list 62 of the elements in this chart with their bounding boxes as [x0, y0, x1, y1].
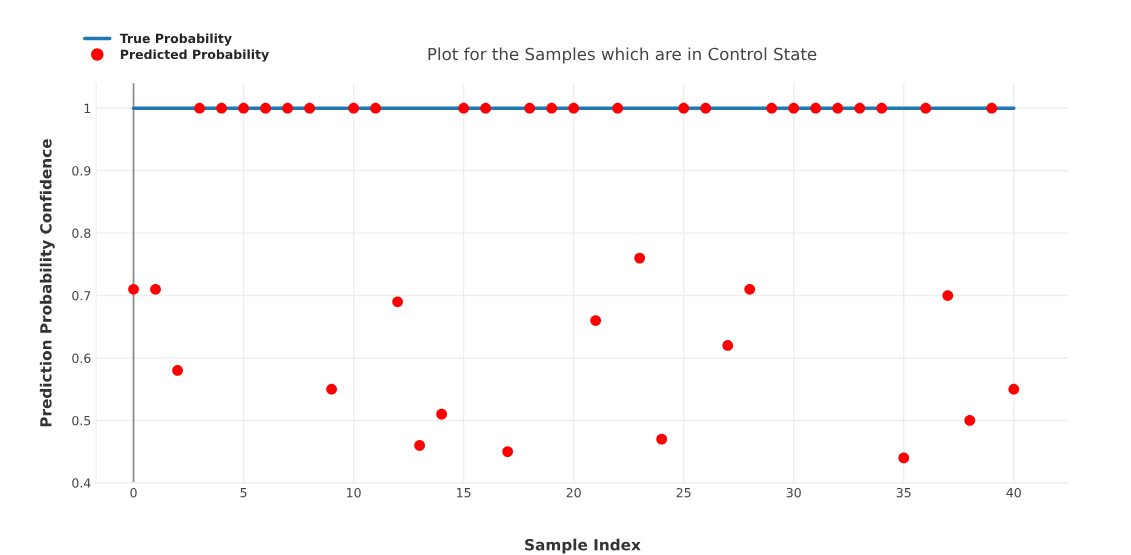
- point: [194, 102, 205, 114]
- legend-label: Predicted Probability: [120, 49, 269, 62]
- y-tick-label: 0.9: [72, 166, 91, 176]
- point: [700, 102, 712, 114]
- x-tick-label: 15: [457, 488, 471, 498]
- chart-title: Plot for the Samples which are in Control State: [428, 47, 817, 64]
- point: [568, 102, 580, 114]
- point: [348, 102, 359, 114]
- point: [920, 102, 932, 114]
- point: [898, 452, 910, 464]
- x-tick-label: 40: [1006, 487, 1021, 498]
- point: [832, 102, 844, 114]
- point: [854, 102, 866, 114]
- point: [480, 102, 492, 114]
- y-tick-label: 0.4: [72, 478, 91, 488]
- point: [128, 283, 139, 295]
- y-tick-label: 1: [84, 103, 91, 113]
- x-tick-label: 25: [676, 487, 691, 498]
- point: [876, 102, 888, 114]
- point: [986, 102, 998, 114]
- point: [260, 102, 271, 114]
- point: [766, 102, 778, 114]
- point: [216, 102, 227, 114]
- point: [326, 383, 337, 395]
- x-tick-label: 10: [347, 487, 361, 498]
- point: [942, 290, 954, 301]
- point: [1008, 383, 1020, 395]
- point: [524, 102, 536, 114]
- point: [744, 283, 756, 295]
- point: [172, 365, 183, 376]
- x-tick-label: 0: [130, 487, 137, 498]
- point: [722, 340, 734, 351]
- point: [282, 102, 293, 114]
- point: [590, 315, 602, 326]
- x-tick-label: 35: [896, 487, 911, 498]
- point: [458, 102, 470, 114]
- point: [612, 102, 624, 114]
- point: [238, 102, 249, 114]
- point: [788, 102, 800, 114]
- y-tick-label: 0.7: [72, 291, 91, 301]
- x-tick-label: 30: [786, 487, 801, 498]
- y-axis-title: Prediction Probability Confidence: [39, 139, 55, 427]
- point: [436, 408, 448, 420]
- point: [502, 446, 514, 458]
- point: [370, 102, 381, 114]
- point: [656, 433, 668, 445]
- point: [414, 440, 425, 451]
- point: [546, 102, 558, 114]
- x-tick-label: 20: [566, 487, 581, 498]
- point: [304, 102, 315, 114]
- x-axis-title: Sample Index: [525, 538, 641, 554]
- legend-label: True Probability: [119, 33, 232, 46]
- y-tick-label: 0.5: [72, 415, 91, 426]
- point: [678, 102, 690, 114]
- x-tick-label: 5: [240, 488, 247, 498]
- point: [964, 415, 976, 426]
- point: [150, 283, 161, 295]
- point: [634, 252, 646, 264]
- y-tick-label: 0.6: [72, 353, 91, 363]
- y-tick-label: 0.8: [72, 228, 91, 239]
- point: [392, 296, 403, 308]
- point: [810, 102, 822, 114]
